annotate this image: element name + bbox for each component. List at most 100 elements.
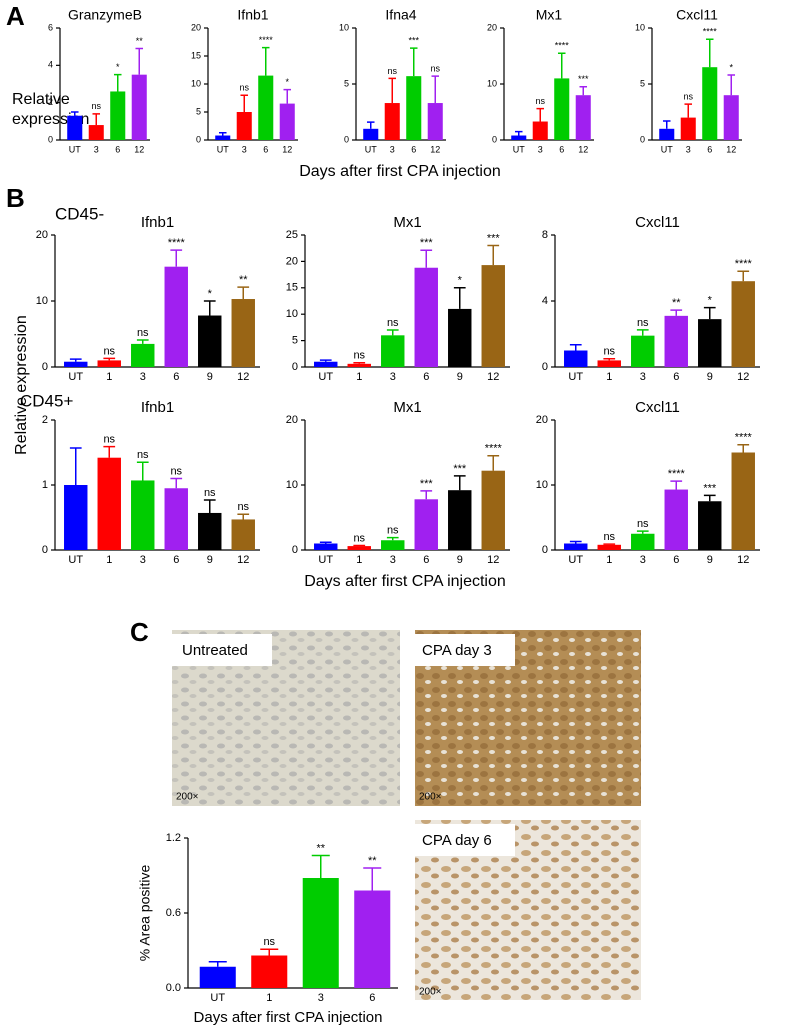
x-tick-label: 3 [140, 554, 146, 566]
y-tick-label: 20 [191, 22, 201, 32]
significance: ns [103, 345, 115, 357]
significance: ns [263, 936, 275, 948]
y-tick-label: 1 [42, 479, 48, 491]
significance: ** [239, 274, 248, 286]
bar [236, 112, 252, 140]
micrograph-caption: CPA day 6 [422, 832, 492, 849]
bar [97, 360, 121, 367]
chart-title: Mx1 [393, 214, 421, 231]
bar [511, 135, 527, 140]
error-bar [70, 111, 79, 116]
error-bar [136, 339, 149, 344]
y-tick-label: 10 [635, 22, 645, 32]
y-tick-label: 10 [286, 308, 298, 320]
x-tick-label: 3 [390, 144, 395, 154]
error-bar [662, 120, 671, 129]
x-tick-label: UT [318, 371, 333, 383]
x-tick-label: 3 [538, 144, 543, 154]
x-tick-label: 12 [134, 144, 144, 154]
x-tick-label: 9 [207, 554, 213, 566]
panel-label: B [6, 183, 25, 213]
significance: **** [555, 41, 570, 51]
y-tick-label: 20 [36, 229, 48, 241]
significance: ns [535, 96, 545, 106]
error-bar [283, 88, 292, 104]
bar [251, 955, 288, 988]
bar [347, 546, 371, 550]
significance: **** [668, 468, 686, 480]
error-bar [103, 445, 116, 458]
y-tick-label: 20 [286, 255, 298, 267]
x-tick-label: 6 [559, 144, 564, 154]
x-tick-label: UT [365, 144, 377, 154]
micrograph-caption: CPA day 3 [422, 642, 492, 659]
y-tick-label: 5 [196, 106, 201, 116]
significance: *** [453, 463, 467, 475]
chart-title: Ifnb1 [141, 399, 174, 416]
significance: ns [430, 64, 440, 74]
y-tick-label: 10 [487, 78, 497, 88]
bar [64, 361, 88, 367]
bar [347, 363, 371, 367]
y-tick-label: 25 [286, 229, 298, 241]
x-tick-label: 1 [606, 554, 612, 566]
caption-box [172, 634, 272, 666]
x-tick-label: 3 [686, 144, 691, 154]
x-tick-label: 1 [106, 554, 112, 566]
y-tick-label: 8 [542, 229, 548, 241]
x-tick-label: 9 [707, 554, 713, 566]
bar [702, 67, 718, 140]
x-tick-label: 3 [140, 371, 146, 383]
error-bar [170, 477, 183, 489]
bar [314, 361, 338, 367]
micrograph-caption: Untreated [182, 642, 248, 659]
significance: ns [91, 101, 101, 111]
y-tick-label: 5 [640, 78, 645, 88]
y-tick-label: 0 [542, 361, 548, 373]
bar [597, 544, 621, 550]
bar [279, 103, 295, 140]
error-bar [579, 86, 588, 96]
significance: ** [672, 297, 681, 309]
error-bar [208, 961, 227, 967]
significance: **** [703, 27, 718, 37]
panel-label: C [130, 617, 149, 647]
x-tick-label: 9 [457, 554, 463, 566]
error-bar [237, 513, 250, 520]
error-bar [453, 287, 466, 309]
error-bar [69, 358, 82, 362]
x-tick-label: 6 [173, 554, 179, 566]
row-label: CD45+ [20, 391, 73, 410]
error-bar [363, 867, 382, 891]
bar [731, 281, 755, 367]
x-tick-label: 1 [106, 371, 112, 383]
significance: *** [703, 482, 717, 494]
y-tick-label: 0 [42, 544, 48, 556]
error-bar [557, 52, 566, 79]
chart-title: Ifnb1 [237, 7, 268, 23]
significance: * [729, 62, 733, 72]
x-tick-label: 1 [356, 554, 362, 566]
x-tick-label: 6 [673, 554, 679, 566]
error-bar [670, 309, 683, 316]
bar [215, 135, 231, 140]
significance: ns [170, 465, 182, 477]
error-bar [420, 490, 433, 500]
error-bar [69, 447, 82, 485]
error-bar [431, 75, 440, 104]
error-bar [569, 540, 582, 544]
error-bar [636, 530, 649, 534]
significance: *** [420, 237, 434, 249]
significance: * [208, 288, 213, 300]
error-bar [319, 359, 332, 362]
y-tick-label: 2 [48, 97, 53, 107]
bar [131, 343, 155, 367]
x-tick-label: 6 [707, 144, 712, 154]
x-tick-label: 6 [263, 144, 268, 154]
error-bar [366, 121, 375, 129]
chart-title: Mx1 [536, 7, 563, 23]
y-tick-label: 10 [286, 479, 298, 491]
bar [164, 488, 188, 550]
y-tick-label: 1.2 [166, 832, 181, 844]
error-bar [514, 130, 523, 136]
